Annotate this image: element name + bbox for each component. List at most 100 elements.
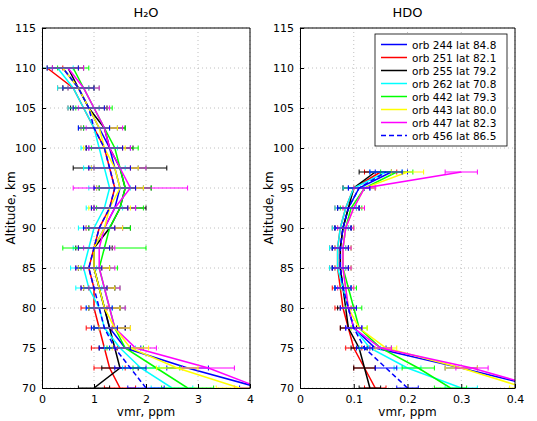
legend-label: orb 456 lat 86.5: [412, 130, 496, 142]
tick-mark: [146, 384, 147, 388]
error-bar-cap: [380, 386, 381, 389]
error-bar-cap: [359, 386, 360, 389]
error-bar-cap: [434, 366, 435, 371]
error-bar-cap: [117, 126, 118, 131]
error-bar-cap: [91, 346, 92, 351]
frame: [515, 28, 516, 388]
error-bar-cap: [434, 386, 435, 389]
tick-label: 75: [280, 342, 294, 355]
tick: 100: [273, 142, 304, 155]
profile-line: [47, 68, 120, 388]
legend-label: orb 251 lat 82.1: [412, 52, 496, 64]
error-bar-cap: [73, 106, 74, 111]
error-bar-line: [63, 88, 94, 89]
error-bar-cap: [135, 186, 136, 191]
error-bar-cap: [138, 166, 139, 171]
error-bar-line: [340, 308, 356, 309]
error-bar-cap: [402, 366, 403, 371]
tick-mark: [300, 148, 304, 149]
tick: 85: [22, 262, 46, 275]
series: [47, 66, 250, 389]
error-bar-cap: [369, 186, 370, 191]
error-bar: [73, 106, 104, 111]
error-bar-cap: [109, 246, 110, 251]
error-bar-line: [89, 208, 131, 209]
error-bar-line: [78, 128, 109, 129]
error-bar-cap: [91, 326, 92, 331]
error-bar-line: [370, 348, 392, 349]
error-bar-cap: [356, 306, 357, 311]
error-bar-cap: [120, 286, 121, 291]
profile-line: [63, 68, 146, 388]
error-bar-cap: [351, 226, 352, 231]
error-bar-cap: [337, 206, 338, 211]
error-bar: [354, 366, 376, 371]
error-bar-cap: [364, 206, 365, 211]
error-bar-cap: [101, 266, 102, 271]
error-bar-cap: [351, 226, 352, 231]
error-bar-cap: [348, 246, 349, 251]
frame: [250, 28, 251, 388]
error-bar-cap: [83, 226, 84, 231]
error-bar: [73, 106, 104, 111]
error-bar-cap: [114, 366, 115, 371]
error-bar-cap: [402, 170, 403, 175]
error-bar-line: [338, 208, 360, 209]
error-bar-line: [47, 68, 78, 69]
tick-mark: [300, 308, 304, 309]
error-bar-line: [346, 328, 362, 329]
legend-label: orb 442 lat 79.3: [412, 91, 496, 103]
error-bar-line: [99, 348, 130, 349]
error-bar-cap: [114, 286, 115, 291]
legend: orb 244 lat 84.8orb 251 lat 82.1orb 255 …: [375, 34, 507, 146]
error-bar-cap: [340, 306, 341, 311]
error-bar-cap: [348, 246, 349, 251]
series: [47, 66, 164, 389]
tick-mark: [300, 68, 304, 69]
error-bar-line: [375, 368, 397, 369]
tick-mark: [42, 348, 46, 349]
error-bar-cap: [466, 386, 467, 389]
error-bar-cap: [94, 86, 95, 91]
error-bar-cap: [146, 206, 147, 211]
error-bar-cap: [122, 226, 123, 231]
error-bar-cap: [101, 366, 102, 371]
grid-line: [42, 228, 250, 229]
legend-swatch: [381, 135, 407, 137]
error-bar-cap: [130, 326, 131, 331]
tick: 85: [280, 262, 304, 275]
error-bar-cap: [122, 226, 123, 231]
error-bar-cap: [509, 386, 510, 389]
tick-label: 2: [143, 393, 150, 406]
error-bar-cap: [73, 106, 74, 111]
error-bar-cap: [345, 326, 346, 331]
error-bar-cap: [348, 266, 349, 271]
tick-mark: [42, 228, 46, 229]
error-bar: [73, 186, 187, 191]
y-axis: 707580859095100105110115: [273, 22, 304, 395]
error-bar-line: [216, 388, 250, 389]
error-bar-cap: [345, 326, 346, 331]
x-axis: 00.10.20.30.4: [297, 384, 524, 406]
error-bar-line: [370, 172, 402, 173]
grid-line: [42, 268, 250, 269]
error-bar: [73, 106, 104, 111]
error-bar-cap: [164, 386, 165, 389]
error-bar-cap: [351, 266, 352, 271]
error-bar-cap: [369, 186, 370, 191]
error-bar-cap: [334, 286, 335, 291]
error-bar-cap: [369, 170, 370, 175]
error-bar-cap: [334, 226, 335, 231]
error-bar-cap: [91, 206, 92, 211]
error-bar-line: [63, 88, 94, 89]
grid-line: [300, 188, 515, 189]
error-bar-cap: [94, 86, 95, 91]
tick: 1: [91, 384, 98, 406]
error-bar-cap: [75, 286, 76, 291]
error-bar-cap: [127, 386, 128, 389]
error-bar-cap: [356, 306, 357, 311]
error-bar-cap: [130, 326, 131, 331]
error-bar-cap: [445, 366, 446, 371]
error-bar-cap: [135, 186, 136, 191]
error-bar-cap: [101, 266, 102, 271]
